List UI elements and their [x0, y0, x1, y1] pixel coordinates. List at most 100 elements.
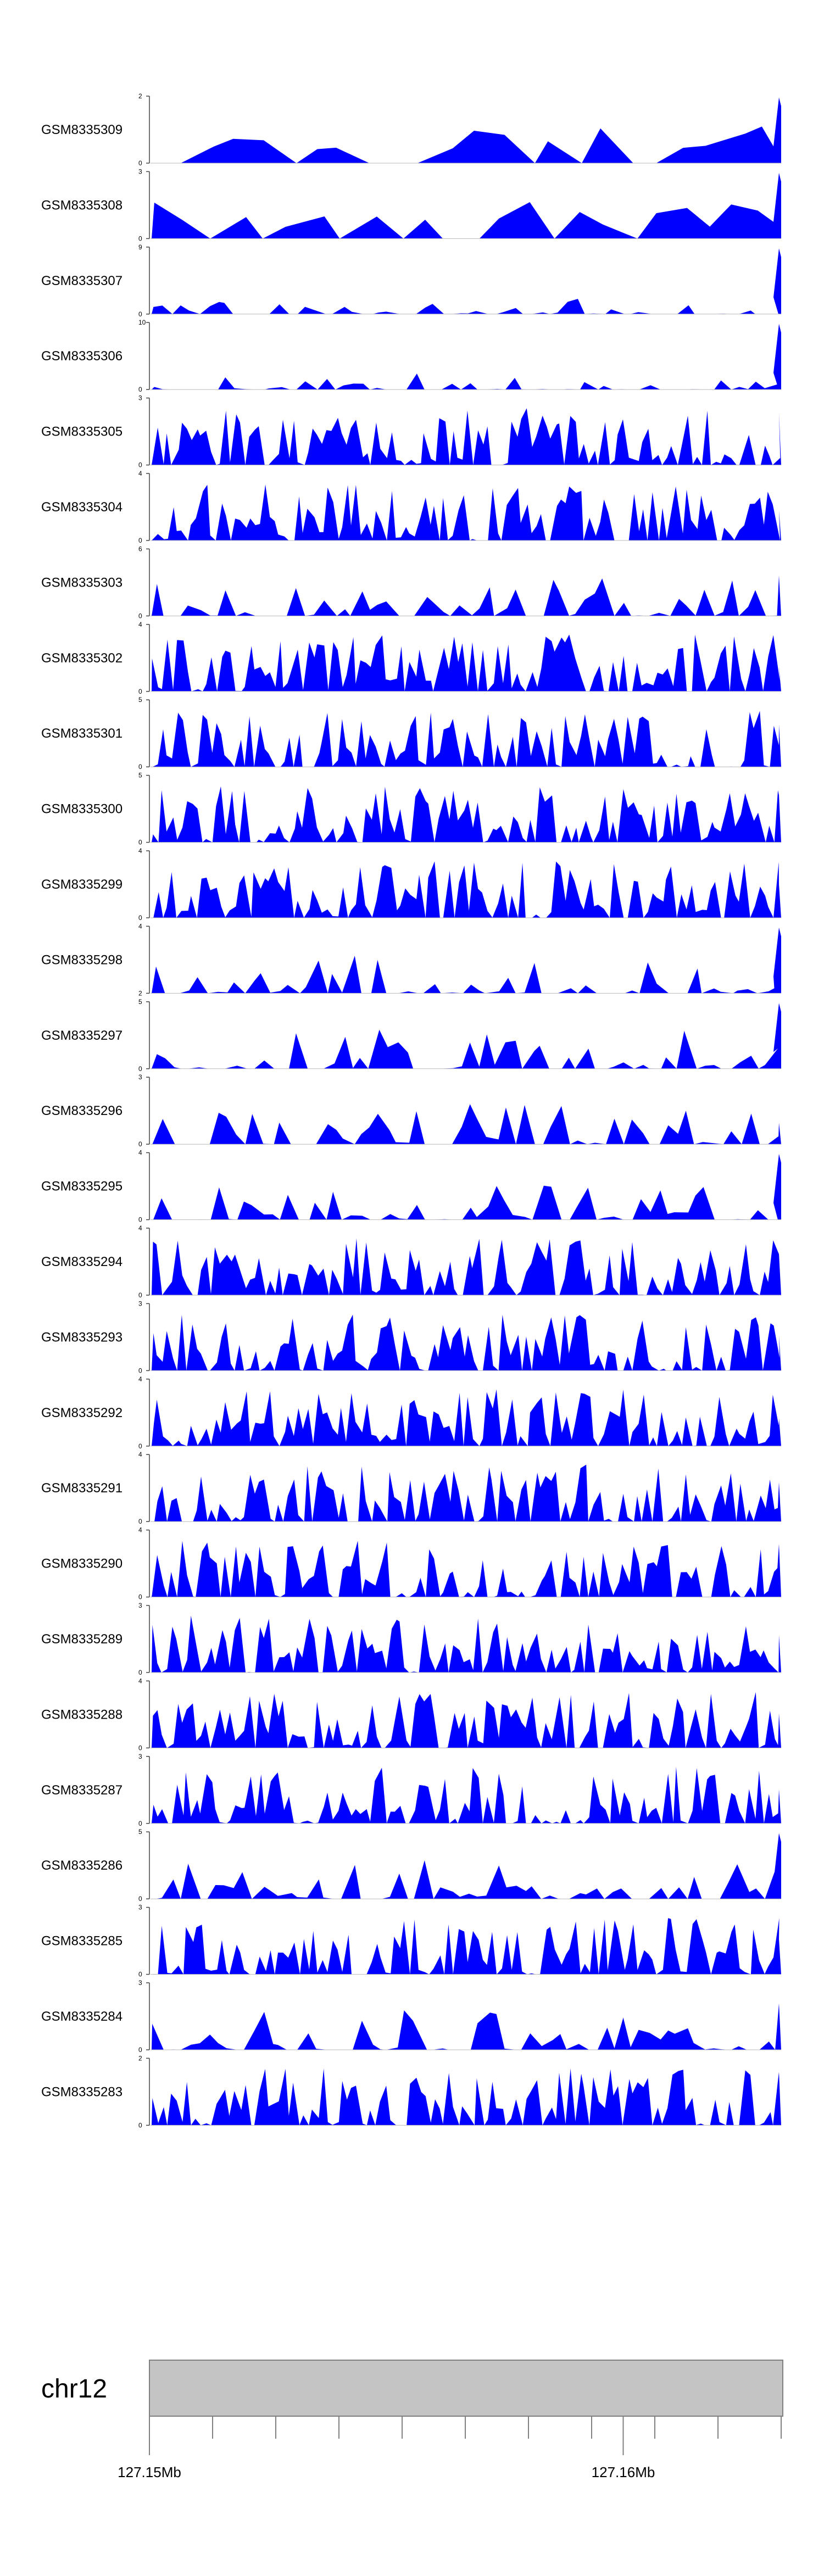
track-GSM8335303: GSM8335303 6 0	[41, 545, 781, 620]
track-ymax-label: 2	[138, 92, 142, 100]
track-label: GSM8335289	[41, 1632, 123, 1647]
track-label: GSM8335290	[41, 1557, 123, 1571]
track-ymax-label: 4	[138, 1526, 142, 1534]
track-ymax-label: 3	[138, 1073, 142, 1081]
track-label: GSM8335309	[41, 122, 123, 137]
track-ymin-label: 0	[138, 1820, 142, 1827]
track-GSM8335307: GSM8335307 9 0	[41, 243, 781, 318]
track-label: GSM8335293	[41, 1330, 123, 1345]
track-area	[152, 1314, 781, 1371]
track-area	[152, 2068, 781, 2126]
track-GSM8335286: GSM8335286 5 0	[41, 1828, 781, 1903]
track-GSM8335305: GSM8335305 3 0	[41, 394, 781, 469]
track-ymin-label: 0	[138, 763, 142, 771]
track-area	[152, 324, 781, 390]
track-label: GSM8335295	[41, 1179, 123, 1194]
track-area	[152, 1464, 781, 1522]
track-area	[152, 1154, 781, 1220]
track-area	[152, 1833, 781, 1899]
track-ymin-label: 0	[138, 1518, 142, 1525]
track-area	[152, 248, 781, 314]
track-area	[152, 484, 781, 540]
track-ymin-label: 0	[138, 1367, 142, 1374]
track-ymin-label: 0	[138, 1744, 142, 1752]
track-area	[152, 861, 781, 918]
track-label: GSM8335300	[41, 802, 123, 817]
track-area	[152, 97, 781, 163]
track-GSM8335294: GSM8335294 4 0	[41, 1224, 781, 1299]
track-ymax-label: 5	[138, 696, 142, 704]
track-label: GSM8335304	[41, 500, 123, 515]
track-GSM8335302: GSM8335302 4 0	[41, 621, 781, 695]
track-label: GSM8335292	[41, 1406, 123, 1420]
track-ymax-label: 3	[138, 1300, 142, 1307]
track-ymin-label: 0	[138, 1442, 142, 1450]
track-label: GSM8335285	[41, 1934, 123, 1949]
track-ymax-label: 4	[138, 922, 142, 930]
track-ymin-label: 0	[138, 612, 142, 620]
track-ymax-label: 5	[138, 1828, 142, 1836]
track-area	[152, 1389, 781, 1446]
track-area	[152, 1541, 781, 1597]
track-GSM8335284: GSM8335284 3 0	[41, 1979, 781, 2054]
track-GSM8335289: GSM8335289 3 0	[41, 1602, 781, 1676]
track-label: GSM8335291	[41, 1481, 123, 1496]
track-GSM8335299: GSM8335299 4 0	[41, 847, 781, 922]
track-area	[152, 927, 781, 994]
track-GSM8335295: GSM8335295 4 0	[41, 1149, 781, 1224]
track-ymax-label: 9	[138, 243, 142, 251]
track-GSM8335300: GSM8335300 5 0	[41, 772, 781, 846]
track-GSM8335306: GSM8335306 10 0	[41, 319, 781, 393]
track-ymin-label: 0	[138, 1140, 142, 1148]
track-ymin-label: 0	[138, 1669, 142, 1676]
track-area	[152, 1104, 781, 1145]
track-GSM8335298: GSM8335298 4 2	[41, 922, 781, 997]
track-area	[152, 1615, 781, 1672]
track-label: GSM8335299	[41, 877, 123, 892]
genome-ticks: 127.15Mb 127.16Mb	[118, 2416, 782, 2480]
track-label: GSM8335284	[41, 2009, 123, 2024]
track-label: GSM8335306	[41, 349, 123, 364]
track-label: GSM8335298	[41, 952, 123, 967]
track-area	[152, 711, 781, 767]
track-GSM8335293: GSM8335293 3 0	[41, 1300, 781, 1374]
track-ymin-label: 0	[138, 235, 142, 242]
track-GSM8335290: GSM8335290 4 0	[41, 1526, 781, 1601]
tracks-group: GSM833530920GSM833530830GSM833530790GSM8…	[41, 92, 781, 2129]
track-ymin-label: 2	[138, 989, 142, 997]
track-GSM8335297: GSM8335297 5 0	[41, 998, 781, 1073]
track-label: GSM8335294	[41, 1254, 123, 1269]
track-label: GSM8335307	[41, 274, 123, 288]
track-ymin-label: 0	[138, 1291, 142, 1299]
track-area	[152, 408, 781, 465]
track-label: GSM8335303	[41, 575, 123, 590]
track-ymax-label: 3	[138, 168, 142, 175]
track-area	[152, 1692, 781, 1748]
track-area	[152, 575, 781, 616]
track-label: GSM8335286	[41, 1858, 123, 1873]
genome-tick-label: 127.16Mb	[592, 2464, 655, 2480]
track-ymax-label: 3	[138, 394, 142, 402]
track-label: GSM8335302	[41, 651, 123, 666]
track-ymax-label: 5	[138, 998, 142, 1006]
track-ymin-label: 0	[138, 2121, 142, 2129]
track-area	[152, 1003, 781, 1069]
track-label: GSM8335297	[41, 1028, 123, 1043]
track-GSM8335301: GSM8335301 5 0	[41, 696, 781, 771]
chromosome-ideogram	[149, 2360, 783, 2417]
track-ymax-label: 3	[138, 1904, 142, 1911]
track-label: GSM8335296	[41, 1103, 123, 1118]
track-GSM8335292: GSM8335292 4 0	[41, 1375, 781, 1450]
track-ymax-label: 3	[138, 1602, 142, 1609]
track-ymax-label: 2	[138, 2054, 142, 2062]
track-ymax-label: 6	[138, 545, 142, 553]
track-GSM8335308: GSM8335308 3 0	[41, 168, 781, 242]
track-area	[152, 1766, 781, 1824]
track-GSM8335291: GSM8335291 4 0	[41, 1451, 781, 1525]
track-ymax-label: 4	[138, 1451, 142, 1458]
track-ymin-label: 0	[138, 1065, 142, 1073]
track-area	[152, 2003, 781, 2050]
track-GSM8335285: GSM8335285 3 0	[41, 1904, 781, 1978]
track-ymin-label: 0	[138, 839, 142, 846]
